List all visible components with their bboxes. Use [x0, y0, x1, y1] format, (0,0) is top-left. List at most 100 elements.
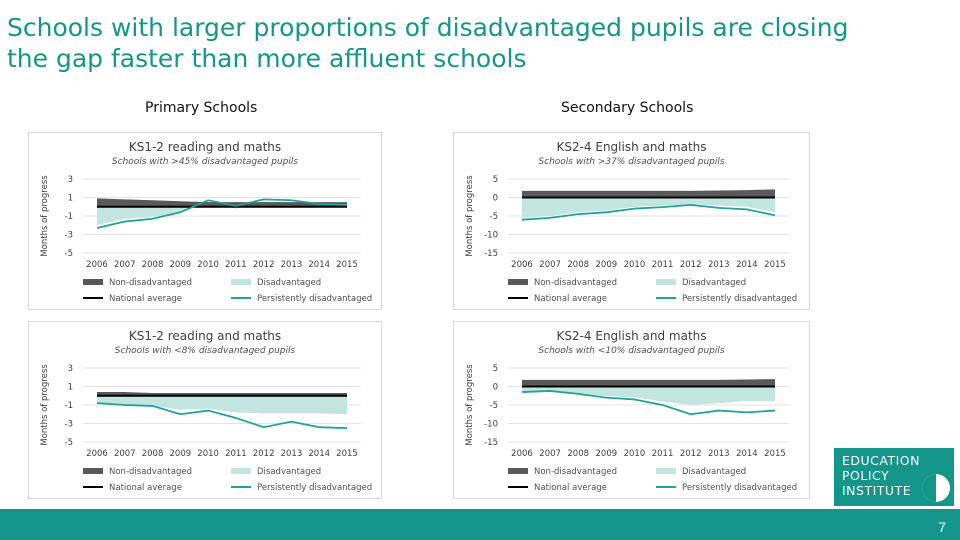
y-tick-label: -1 — [65, 212, 73, 222]
legend-label-persistently-disadvantaged: Persistently disadvantaged — [682, 294, 797, 304]
x-tick-label: 2014 — [736, 260, 758, 270]
x-tick-label: 2015 — [336, 260, 358, 270]
legend-swatch-disadvantaged — [231, 468, 251, 474]
x-tick-label: 2014 — [736, 449, 758, 459]
legend-label-disadvantaged: Disadvantaged — [682, 278, 746, 288]
x-tick-label: 2013 — [708, 260, 730, 270]
slide-title-line-1: Schools with larger proportions of disad… — [7, 13, 849, 42]
chart-subtitle: Schools with <10% disadvantaged pupils — [538, 346, 724, 356]
x-tick-label: 2011 — [225, 449, 247, 459]
legend-label-national-average: National average — [109, 294, 182, 304]
series-line-persistently-disadvantaged — [96, 198, 348, 229]
x-tick-label: 2008 — [142, 449, 164, 459]
logo-line-3: INSTITUTE — [842, 483, 912, 498]
x-tick-label: 2007 — [114, 260, 136, 270]
y-tick-label: 0 — [493, 194, 498, 204]
y-axis-label: Months of progress — [40, 175, 50, 257]
legend-swatch-disadvantaged — [656, 468, 676, 474]
series-line-persistently-disadvantaged — [521, 203, 776, 221]
legend-label-persistently-disadvantaged: Persistently disadvantaged — [257, 483, 372, 493]
y-tick-label: 0 — [493, 383, 498, 393]
page-number: 7 — [938, 519, 946, 535]
y-tick-label: 5 — [493, 364, 498, 374]
x-tick-label: 2010 — [197, 449, 219, 459]
legend-label-persistently-disadvantaged: Persistently disadvantaged — [682, 483, 797, 493]
y-tick-label: -10 — [484, 231, 498, 241]
legend-label-persistently-disadvantaged: Persistently disadvantaged — [257, 294, 372, 304]
chart-title: KS1-2 reading and maths — [129, 329, 281, 343]
x-tick-label: 2013 — [281, 449, 303, 459]
legend-label-non-disadvantaged: Non-disadvantaged — [109, 278, 192, 288]
x-tick-label: 2009 — [596, 260, 618, 270]
y-tick-label: -5 — [65, 249, 73, 259]
chart-title: KS1-2 reading and maths — [129, 140, 281, 154]
chart-subtitle: Schools with <8% disadvantaged pupils — [115, 346, 296, 356]
x-tick-label: 2009 — [170, 260, 192, 270]
x-tick-label: 2012 — [680, 449, 702, 459]
chart-panel-secondary-low: KS2-4 English and maths Schools with <10%… — [453, 321, 810, 499]
x-tick-label: 2014 — [308, 260, 330, 270]
y-tick-label: -5 — [490, 212, 498, 222]
y-tick-label: -3 — [65, 231, 73, 241]
series-line-persistently-disadvantaged — [521, 390, 776, 416]
series-line-persistently-disadvantaged — [96, 402, 348, 430]
series-area-disadvantaged — [522, 386, 775, 405]
x-tick-label: 2006 — [86, 449, 108, 459]
x-tick-label: 2006 — [86, 260, 108, 270]
x-tick-label: 2009 — [596, 449, 618, 459]
x-tick-label: 2006 — [511, 260, 533, 270]
chart-subtitle: Schools with >37% disadvantaged pupils — [538, 157, 724, 167]
legend-swatch-non-disadvantaged — [83, 468, 103, 474]
legend-label-non-disadvantaged: Non-disadvantaged — [534, 278, 617, 288]
education-policy-institute-logo: EDUCATION POLICY INSTITUTE — [834, 448, 954, 506]
y-tick-label: -15 — [484, 249, 498, 259]
legend-swatch-non-disadvantaged — [508, 468, 528, 474]
slide-title: Schools with larger proportions of disad… — [7, 12, 937, 74]
y-tick-label: 5 — [493, 175, 498, 185]
x-tick-label: 2010 — [624, 260, 646, 270]
y-tick-label: -5 — [490, 401, 498, 411]
x-tick-label: 2015 — [764, 260, 786, 270]
logo-emblem-half-icon — [922, 474, 936, 502]
chart-secondary-high-disadvantage: KS2-4 English and maths Schools with >37%… — [465, 140, 797, 304]
primary-schools-label: Primary Schools — [145, 100, 258, 116]
series-band-non-disadvantaged — [522, 379, 775, 387]
x-tick-label: 2010 — [197, 260, 219, 270]
legend-label-disadvantaged: Disadvantaged — [682, 467, 746, 477]
slide-title-line-2: the gap faster than more affluent school… — [7, 44, 527, 73]
x-tick-label: 2012 — [680, 260, 702, 270]
x-tick-label: 2014 — [308, 449, 330, 459]
chart-panel-primary-high: KS1-2 reading and maths Schools with >45%… — [28, 132, 382, 310]
y-axis-label: Months of progress — [465, 175, 475, 257]
legend-label-national-average: National average — [109, 483, 182, 493]
x-tick-label: 2012 — [253, 449, 275, 459]
legend-label-disadvantaged: Disadvantaged — [257, 467, 321, 477]
x-tick-label: 2011 — [652, 449, 674, 459]
logo-line-2: POLICY — [842, 468, 890, 483]
y-tick-label: -5 — [65, 438, 73, 448]
logo-line-1: EDUCATION — [842, 453, 920, 468]
x-tick-label: 2015 — [336, 449, 358, 459]
y-tick-label: -1 — [65, 401, 73, 411]
x-tick-label: 2011 — [225, 260, 247, 270]
x-tick-label: 2007 — [114, 449, 136, 459]
legend-label-national-average: National average — [534, 294, 607, 304]
x-tick-label: 2013 — [708, 449, 730, 459]
y-tick-label: 1 — [68, 383, 73, 393]
secondary-schools-label: Secondary Schools — [561, 100, 694, 116]
legend-label-non-disadvantaged: Non-disadvantaged — [109, 467, 192, 477]
legend-swatch-disadvantaged — [656, 279, 676, 285]
x-tick-label: 2007 — [539, 260, 561, 270]
x-tick-label: 2012 — [253, 260, 275, 270]
x-tick-label: 2006 — [511, 449, 533, 459]
x-tick-label: 2008 — [567, 260, 589, 270]
x-tick-label: 2015 — [764, 449, 786, 459]
y-tick-label: -10 — [484, 420, 498, 430]
legend-label-disadvantaged: Disadvantaged — [257, 278, 321, 288]
y-tick-label: 1 — [68, 194, 73, 204]
y-axis-label: Months of progress — [40, 364, 50, 446]
x-tick-label: 2009 — [170, 449, 192, 459]
chart-panel-primary-low: KS1-2 reading and maths Schools with <8% … — [28, 321, 382, 499]
legend-label-national-average: National average — [534, 483, 607, 493]
x-tick-label: 2010 — [624, 449, 646, 459]
